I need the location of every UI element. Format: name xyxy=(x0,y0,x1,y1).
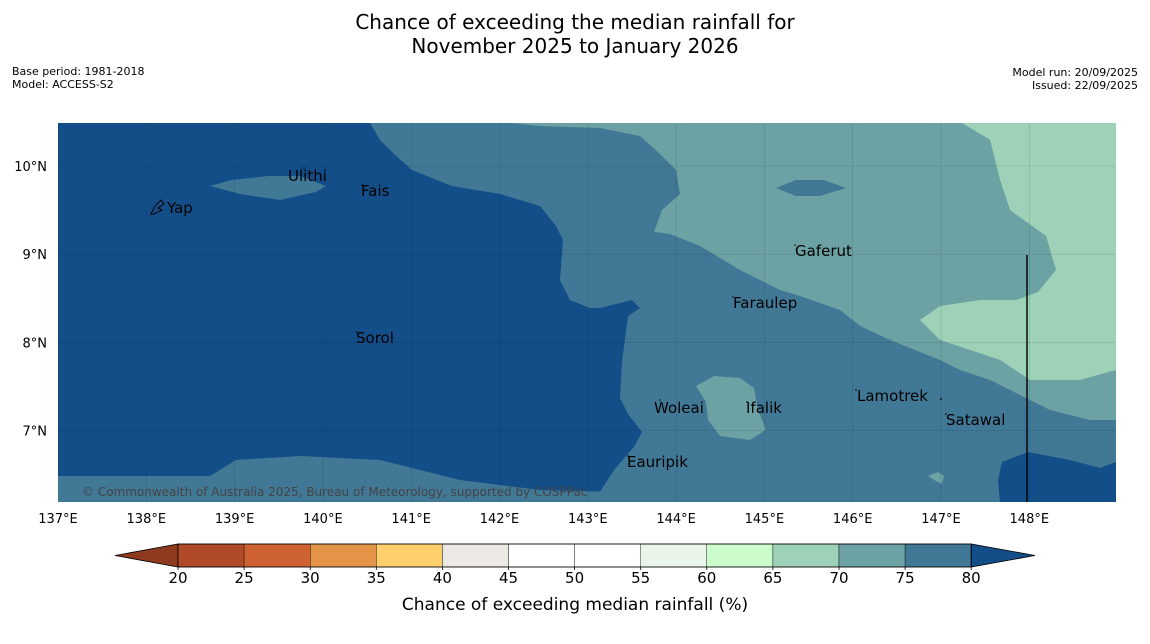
colorbar-tick-label: 45 xyxy=(499,569,518,587)
colorbar-tick-label: 80 xyxy=(962,569,981,587)
region-75-80-south xyxy=(58,456,620,502)
place-yap: Yap xyxy=(166,199,193,217)
region-70-75 xyxy=(510,123,1116,420)
colorbar-tick-label: 65 xyxy=(763,569,782,587)
ifalik-marker xyxy=(746,401,748,403)
region-70-75-islet xyxy=(928,472,944,484)
yap-island-icon xyxy=(150,199,165,215)
region-70-75-patch-ifalik xyxy=(696,376,766,440)
map-title: Chance of exceeding the median rainfall … xyxy=(0,10,1150,58)
title-line-2: November 2025 to January 2026 xyxy=(411,34,739,58)
place-fais: Fais xyxy=(361,182,390,200)
satawal-marker xyxy=(945,413,947,415)
colorbar-segment-c65_70 xyxy=(772,543,840,568)
place-gaferut: Gaferut xyxy=(795,242,852,260)
place-satawal: Satawal xyxy=(946,411,1005,429)
base-period: Base period: 1981-2018 xyxy=(12,65,145,78)
lon-tick-label: 139°E xyxy=(215,512,255,527)
lon-tick-label: 138°E xyxy=(127,512,167,527)
longitude-ticks: 137°E 138°E 139°E 140°E 141°E 142°E 143°E 144°E… xyxy=(38,512,1049,527)
colorbar-tick-label: 60 xyxy=(697,569,716,587)
lon-tick-label: 144°E xyxy=(656,512,696,527)
lon-tick-label: 140°E xyxy=(303,512,343,527)
lon-tick-label: 145°E xyxy=(745,512,785,527)
latitude-ticks: 10°N 9°N 8°N 7°N xyxy=(14,160,47,440)
colorbar-segment-c60_65 xyxy=(706,543,774,568)
lon-tick-label: 143°E xyxy=(568,512,608,527)
colorbar: 20 25 30 35 40 45 50 55 60 65 70 75 80 xyxy=(114,543,1036,587)
colorbar-tick-label: 20 xyxy=(168,569,187,587)
meta-left: Base period: 1981-2018 Model: ACCESS-S2 xyxy=(12,65,144,91)
place-lamotrek: Lamotrek xyxy=(857,387,928,405)
colorbar-segment-c70_75 xyxy=(838,543,906,568)
colorbar-tick-label: 35 xyxy=(367,569,386,587)
colorbar-segment-c35_40 xyxy=(376,543,443,568)
title-line-1: Chance of exceeding the median rainfall … xyxy=(355,10,795,34)
meta-right: Model run: 20/09/2025 Issued: 22/09/2025 xyxy=(1012,66,1138,92)
colorbar-segment-c75_80 xyxy=(904,543,972,568)
lon-tick-label: 146°E xyxy=(833,512,873,527)
eauripik-marker xyxy=(627,455,629,457)
model-run: Model run: 20/09/2025 xyxy=(1012,66,1138,79)
lat-tick-label: 8°N xyxy=(23,336,48,351)
colorbar-segment-c40_45 xyxy=(442,543,509,568)
colorbar-segment-c20_25 xyxy=(177,543,245,568)
colorbar-tick-label: 55 xyxy=(631,569,650,587)
colorbar-tick-label: 30 xyxy=(301,569,320,587)
faraulep-marker xyxy=(732,296,734,298)
colorbar-extend-low xyxy=(114,543,179,568)
lamotrek-islet-marker xyxy=(940,398,942,400)
lon-tick-label: 147°E xyxy=(921,512,961,527)
place-sorol: Sorol xyxy=(356,329,394,347)
place-ifalik: Ifalik xyxy=(746,399,782,417)
colorbar-segment-c55_60 xyxy=(640,543,708,568)
lat-tick-label: 10°N xyxy=(14,160,47,175)
model-name: Model: ACCESS-S2 xyxy=(12,78,114,91)
place-labels: Yap Ulithi Fais Gaferut Faraulep Sorol L… xyxy=(150,167,1005,471)
colorbar-tick-label: 75 xyxy=(896,569,915,587)
place-faraulep: Faraulep xyxy=(733,294,797,312)
place-woleai: Woleai xyxy=(654,399,704,417)
place-ulithi: Ulithi xyxy=(288,167,327,185)
woleai-marker xyxy=(659,399,661,401)
gaferut-marker xyxy=(794,244,796,246)
lamotrek-marker xyxy=(855,389,857,391)
map-panel: © Commonwealth of Australia 2025, Bureau… xyxy=(58,123,1116,502)
region-75-80-islet-west xyxy=(210,176,326,200)
colorbar-tick-label: 50 xyxy=(565,569,584,587)
lon-tick-label: 141°E xyxy=(391,512,431,527)
copyright-text: © Commonwealth of Australia 2025, Bureau… xyxy=(82,485,587,499)
lat-tick-label: 7°N xyxy=(23,425,48,440)
lat-tick-label: 9°N xyxy=(23,248,48,263)
colorbar-tick-label: 70 xyxy=(829,569,848,587)
sorol-marker xyxy=(356,331,358,333)
region-75-80-islet-east xyxy=(776,180,846,196)
region-65-70 xyxy=(920,123,1116,380)
ulithi-marker xyxy=(303,167,305,169)
gridlines xyxy=(58,123,1116,502)
lon-tick-label: 142°E xyxy=(480,512,520,527)
colorbar-segment-c25_30 xyxy=(243,543,311,568)
colorbar-segment-c30_35 xyxy=(310,543,377,568)
colorbar-tick-label: 40 xyxy=(433,569,452,587)
colorbar-title: Chance of exceeding median rainfall (%) xyxy=(402,595,748,615)
place-eauripik: Eauripik xyxy=(627,453,688,471)
lon-tick-label: 137°E xyxy=(38,512,78,527)
colorbar-segment-c45_50 xyxy=(508,543,575,568)
colorbar-tick-label: 25 xyxy=(235,569,254,587)
colorbar-segment-c50_55 xyxy=(574,543,641,568)
colorbar-extend-high xyxy=(970,543,1036,568)
fais-marker xyxy=(361,184,363,186)
issued-date: Issued: 22/09/2025 xyxy=(1031,79,1138,92)
lon-tick-label: 148°E xyxy=(1010,512,1050,527)
